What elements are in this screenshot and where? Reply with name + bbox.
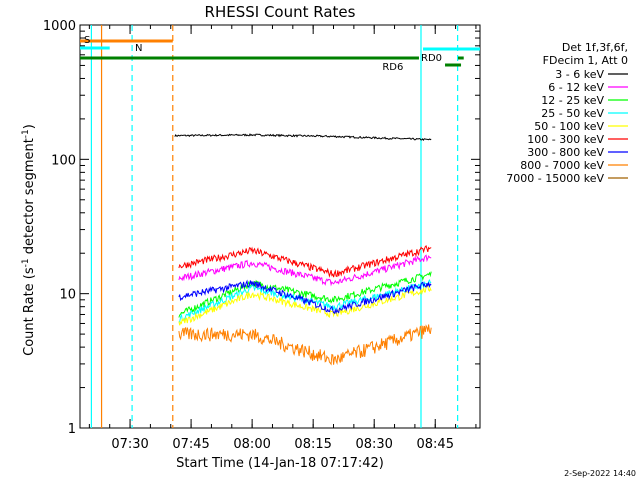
legend-header-line-1: Det 1f,3f,6f, (562, 41, 628, 54)
x-tick-label: 08:00 (233, 437, 270, 452)
series-line (178, 279, 432, 315)
y-axis: 1 10 100 1000 (43, 19, 480, 437)
legend-label: 100 - 300 keV (527, 133, 604, 146)
x-tick-label: 07:30 (111, 437, 148, 452)
legend: Det 1f,3f,6f, FDecim 1, Att 0 3 - 6 keV6… (506, 41, 628, 185)
flag-label: N (135, 43, 142, 54)
flag-label: RD6 (382, 62, 403, 73)
flag-label: S (84, 35, 90, 46)
x-tick-label: 08:15 (294, 437, 331, 452)
x-axis: 07:30 07:45 08:00 08:15 08:30 08:45 (88, 25, 477, 452)
series-line (174, 133, 432, 141)
legend-header-line-2: FDecim 1, Att 0 (543, 54, 628, 67)
series-line (178, 244, 432, 278)
series-line (178, 254, 432, 287)
legend-label: 7000 - 15000 keV (506, 172, 604, 185)
y-tick-label: 10 (59, 288, 76, 303)
x-tick-label: 07:45 (172, 437, 209, 452)
flag-label: RD0 (421, 53, 442, 64)
footer-timestamp: 2-Sep-2022 14:40 (564, 469, 636, 478)
series-line (178, 324, 432, 366)
legend-label: 50 - 100 keV (534, 120, 604, 133)
y-tick-label: 100 (51, 153, 76, 168)
series-layer (174, 133, 432, 366)
flag-bars: S N RD0 RD6 (80, 35, 480, 73)
legend-label: 6 - 12 keV (548, 81, 604, 94)
series-line (178, 271, 432, 318)
legend-label: 3 - 6 keV (555, 68, 604, 81)
x-axis-label: Start Time (14-Jan-18 07:17:42) (176, 456, 384, 471)
plot-frame (79, 24, 481, 429)
x-tick-label: 08:45 (417, 437, 454, 452)
legend-label: 800 - 7000 keV (520, 159, 604, 172)
legend-label: 25 - 50 keV (541, 107, 604, 120)
y-axis-label: Count Rate (s-1 detector segment-1) (21, 124, 37, 356)
legend-label: 12 - 25 keV (541, 94, 604, 107)
chart-title: RHESSI Count Rates (205, 3, 356, 21)
vertical-markers (90, 25, 459, 428)
y-tick-label: 1000 (43, 19, 76, 34)
legend-label: 300 - 800 keV (527, 146, 604, 159)
x-tick-label: 08:30 (355, 437, 392, 452)
y-tick-label: 1 (68, 422, 76, 437)
